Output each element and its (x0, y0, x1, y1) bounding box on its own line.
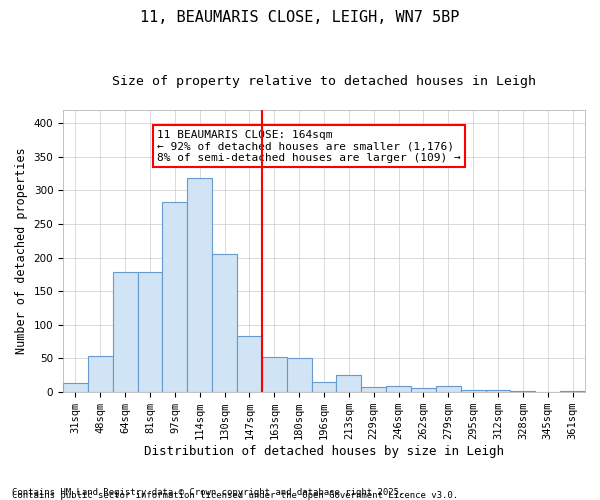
Title: Size of property relative to detached houses in Leigh: Size of property relative to detached ho… (112, 75, 536, 88)
Bar (137, 272, 163, 392)
Bar (311, 382, 337, 392)
Bar (511, 391, 535, 392)
Bar (436, 386, 461, 392)
Bar (411, 388, 436, 392)
X-axis label: Distribution of detached houses by size in Leigh: Distribution of detached houses by size … (144, 444, 504, 458)
Bar (163, 202, 187, 392)
Y-axis label: Number of detached properties: Number of detached properties (15, 148, 28, 354)
Bar (88, 356, 113, 392)
Bar (212, 254, 237, 392)
Bar (237, 336, 262, 392)
Bar (337, 375, 361, 392)
Text: 11 BEAUMARIS CLOSE: 164sqm
← 92% of detached houses are smaller (1,176)
8% of se: 11 BEAUMARIS CLOSE: 164sqm ← 92% of deta… (157, 130, 461, 163)
Bar (63, 383, 88, 392)
Bar (461, 390, 485, 392)
Bar (287, 358, 311, 392)
Bar (361, 387, 386, 392)
Bar (187, 178, 212, 392)
Bar (485, 390, 511, 392)
Text: Contains public sector information licensed under the Open Government Licence v3: Contains public sector information licen… (12, 491, 458, 500)
Text: Contains HM Land Registry data © Crown copyright and database right 2025.: Contains HM Land Registry data © Crown c… (12, 488, 404, 497)
Bar (560, 391, 585, 392)
Bar (113, 272, 137, 392)
Bar (262, 357, 287, 392)
Bar (386, 386, 411, 392)
Text: 11, BEAUMARIS CLOSE, LEIGH, WN7 5BP: 11, BEAUMARIS CLOSE, LEIGH, WN7 5BP (140, 10, 460, 25)
